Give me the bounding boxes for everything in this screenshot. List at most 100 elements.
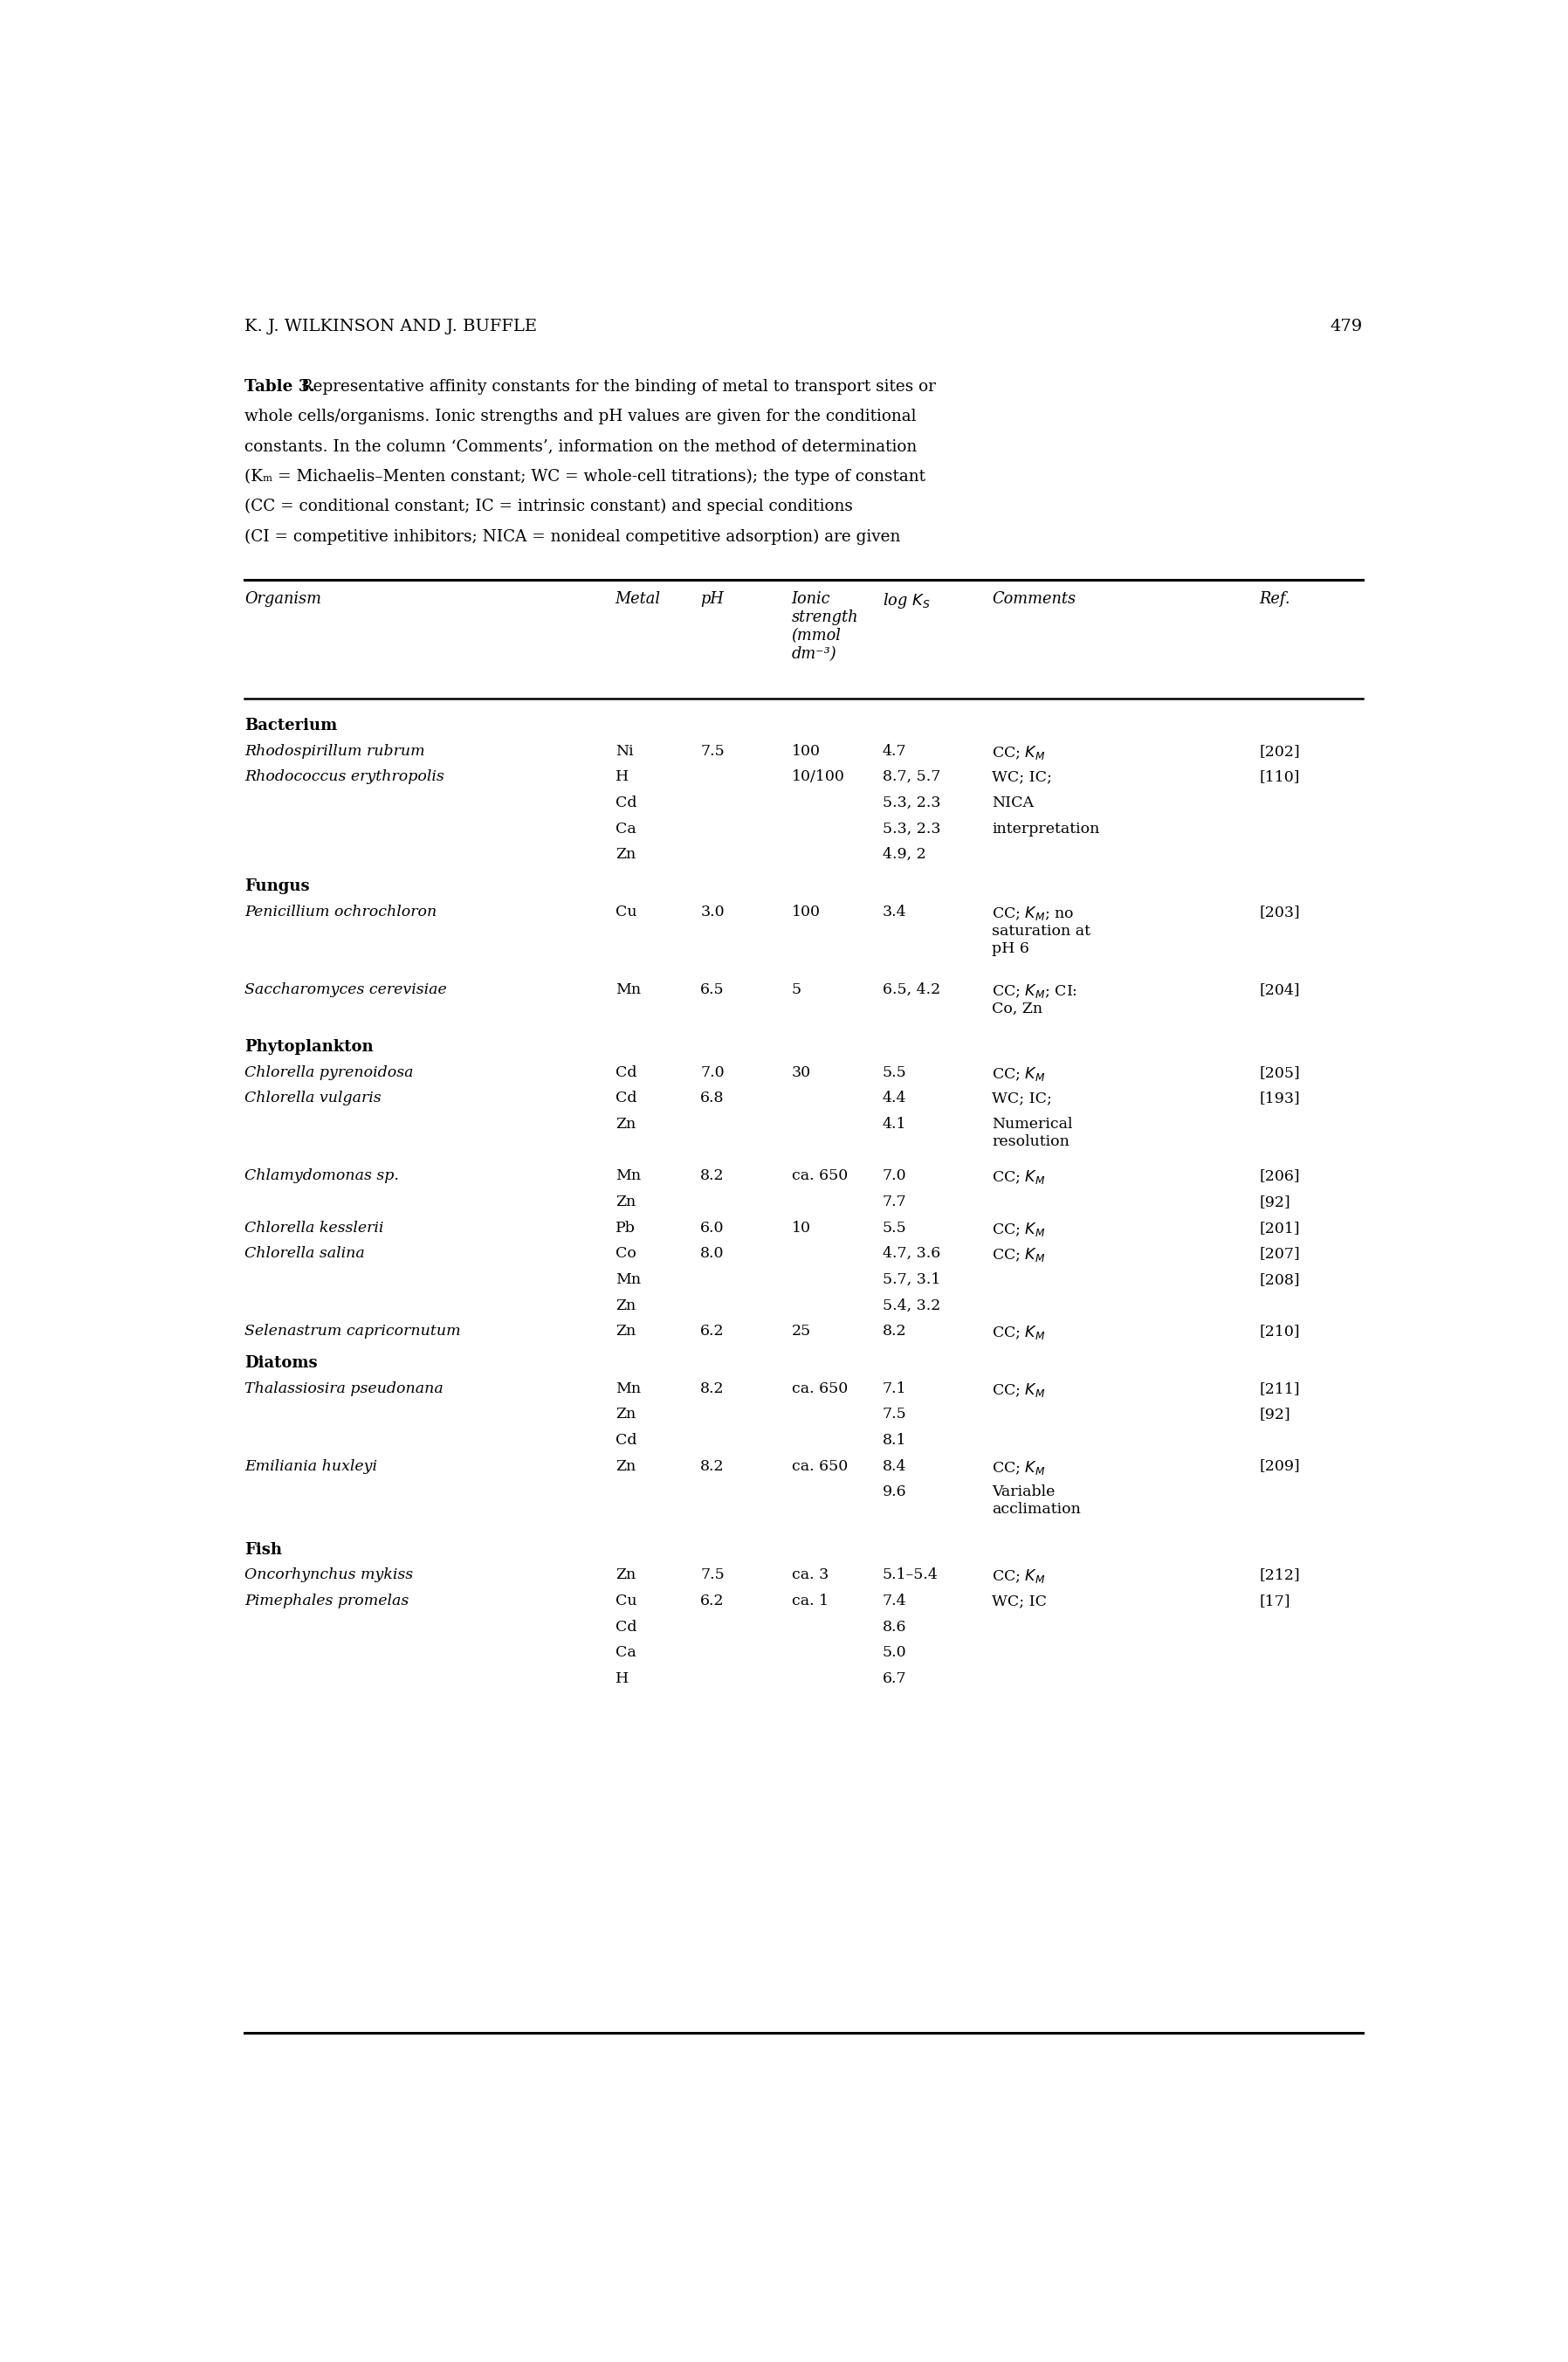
Text: Cd: Cd [615, 796, 637, 810]
Text: 8.2: 8.2 [701, 1460, 724, 1474]
Text: ca. 1: ca. 1 [792, 1594, 828, 1609]
Text: [211]: [211] [1259, 1382, 1300, 1396]
Text: 5.3, 2.3: 5.3, 2.3 [883, 796, 941, 810]
Text: Representative affinity constants for the binding of metal to transport sites or: Representative affinity constants for th… [290, 378, 936, 394]
Text: 6.5: 6.5 [701, 983, 724, 997]
Text: Mn: Mn [615, 1273, 641, 1287]
Text: 10/100: 10/100 [792, 770, 845, 784]
Text: CC; $K_M$: CC; $K_M$ [993, 1247, 1046, 1264]
Text: Cd: Cd [615, 1434, 637, 1448]
Text: 7.5: 7.5 [701, 744, 724, 758]
Text: [201]: [201] [1259, 1221, 1300, 1235]
Text: CC; $K_M$: CC; $K_M$ [993, 1169, 1046, 1186]
Text: H: H [615, 1672, 629, 1686]
Text: 7.5: 7.5 [701, 1568, 724, 1583]
Text: 6.0: 6.0 [701, 1221, 724, 1235]
Text: 3.0: 3.0 [701, 905, 724, 919]
Text: ca. 3: ca. 3 [792, 1568, 828, 1583]
Text: 7.1: 7.1 [883, 1382, 906, 1396]
Text: CC; $K_M$: CC; $K_M$ [993, 744, 1046, 761]
Text: [92]: [92] [1259, 1195, 1290, 1209]
Text: Fish: Fish [245, 1542, 282, 1557]
Text: WC; IC;: WC; IC; [993, 770, 1052, 784]
Text: H: H [615, 770, 629, 784]
Text: Variable
acclimation: Variable acclimation [993, 1486, 1080, 1516]
Text: interpretation: interpretation [993, 822, 1099, 836]
Text: Fungus: Fungus [245, 879, 310, 895]
Text: Chlorella salina: Chlorella salina [245, 1247, 365, 1261]
Text: [204]: [204] [1259, 983, 1300, 997]
Text: Thalassiosira pseudonana: Thalassiosira pseudonana [245, 1382, 444, 1396]
Text: CC; $K_M$: CC; $K_M$ [993, 1568, 1046, 1585]
Text: 7.7: 7.7 [883, 1195, 906, 1209]
Text: 5.3, 2.3: 5.3, 2.3 [883, 822, 941, 836]
Text: 7.4: 7.4 [883, 1594, 906, 1609]
Text: 479: 479 [1330, 319, 1363, 333]
Text: (CC = conditional constant; IC = intrinsic constant) and special conditions: (CC = conditional constant; IC = intrins… [245, 498, 853, 515]
Text: (Kₘ = Michaelis–Menten constant; WC = whole-cell titrations); the type of consta: (Kₘ = Michaelis–Menten constant; WC = wh… [245, 468, 925, 484]
Text: 6.5, 4.2: 6.5, 4.2 [883, 983, 941, 997]
Text: CC; $K_M$: CC; $K_M$ [993, 1460, 1046, 1476]
Text: Zn: Zn [615, 848, 635, 862]
Text: 25: 25 [792, 1325, 811, 1339]
Text: 5: 5 [792, 983, 801, 997]
Text: 4.1: 4.1 [883, 1117, 906, 1131]
Text: Selenastrum capricornutum: Selenastrum capricornutum [245, 1325, 461, 1339]
Text: NICA: NICA [993, 796, 1033, 810]
Text: [205]: [205] [1259, 1065, 1300, 1079]
Text: K. J. WILKINSON AND J. BUFFLE: K. J. WILKINSON AND J. BUFFLE [245, 319, 538, 333]
Text: Chlorella pyrenoidosa: Chlorella pyrenoidosa [245, 1065, 414, 1079]
Text: Saccharomyces cerevisiae: Saccharomyces cerevisiae [245, 983, 447, 997]
Text: Organism: Organism [245, 590, 321, 607]
Text: 100: 100 [792, 744, 820, 758]
Text: 4.9, 2: 4.9, 2 [883, 848, 927, 862]
Text: Ionic
strength
(mmol
dm⁻³): Ionic strength (mmol dm⁻³) [792, 590, 858, 661]
Text: Co: Co [615, 1247, 637, 1261]
Text: 8.2: 8.2 [701, 1382, 724, 1396]
Text: Zn: Zn [615, 1460, 635, 1474]
Text: Cd: Cd [615, 1091, 637, 1105]
Text: Bacterium: Bacterium [245, 718, 337, 735]
Text: (CI = competitive inhibitors; NICA = nonideal competitive adsorption) are given: (CI = competitive inhibitors; NICA = non… [245, 529, 900, 546]
Text: Mn: Mn [615, 1382, 641, 1396]
Text: 8.4: 8.4 [883, 1460, 906, 1474]
Text: Zn: Zn [615, 1195, 635, 1209]
Text: 6.7: 6.7 [883, 1672, 906, 1686]
Text: 8.2: 8.2 [701, 1169, 724, 1183]
Text: Metal: Metal [615, 590, 660, 607]
Text: Cd: Cd [615, 1065, 637, 1079]
Text: 5.4, 3.2: 5.4, 3.2 [883, 1299, 941, 1313]
Text: 8.6: 8.6 [883, 1620, 906, 1635]
Text: pH: pH [701, 590, 724, 607]
Text: 7.0: 7.0 [701, 1065, 724, 1079]
Text: 8.0: 8.0 [701, 1247, 724, 1261]
Text: [209]: [209] [1259, 1460, 1300, 1474]
Text: CC; $K_M$: CC; $K_M$ [993, 1325, 1046, 1342]
Text: 5.5: 5.5 [883, 1221, 906, 1235]
Text: Zn: Zn [615, 1299, 635, 1313]
Text: Ni: Ni [615, 744, 633, 758]
Text: ca. 650: ca. 650 [792, 1460, 848, 1474]
Text: Comments: Comments [993, 590, 1076, 607]
Text: CC; $K_M$: CC; $K_M$ [993, 1065, 1046, 1082]
Text: 8.7, 5.7: 8.7, 5.7 [883, 770, 941, 784]
Text: [212]: [212] [1259, 1568, 1300, 1583]
Text: Chlamydomonas sp.: Chlamydomonas sp. [245, 1169, 398, 1183]
Text: 5.5: 5.5 [883, 1065, 906, 1079]
Text: Cu: Cu [615, 1594, 637, 1609]
Text: 5.0: 5.0 [883, 1646, 906, 1660]
Text: Zn: Zn [615, 1325, 635, 1339]
Text: [110]: [110] [1259, 770, 1300, 784]
Text: 4.4: 4.4 [883, 1091, 906, 1105]
Text: CC; $K_M$: CC; $K_M$ [993, 1221, 1046, 1238]
Text: 8.1: 8.1 [883, 1434, 906, 1448]
Text: Ca: Ca [615, 1646, 637, 1660]
Text: 5.7, 3.1: 5.7, 3.1 [883, 1273, 941, 1287]
Text: ca. 650: ca. 650 [792, 1169, 848, 1183]
Text: Chlorella vulgaris: Chlorella vulgaris [245, 1091, 381, 1105]
Text: CC; $K_M$; no
saturation at
pH 6: CC; $K_M$; no saturation at pH 6 [993, 905, 1091, 957]
Text: CC; $K_M$: CC; $K_M$ [993, 1382, 1046, 1398]
Text: Pimephales promelas: Pimephales promelas [245, 1594, 409, 1609]
Text: WC; IC: WC; IC [993, 1594, 1047, 1609]
Text: [206]: [206] [1259, 1169, 1300, 1183]
